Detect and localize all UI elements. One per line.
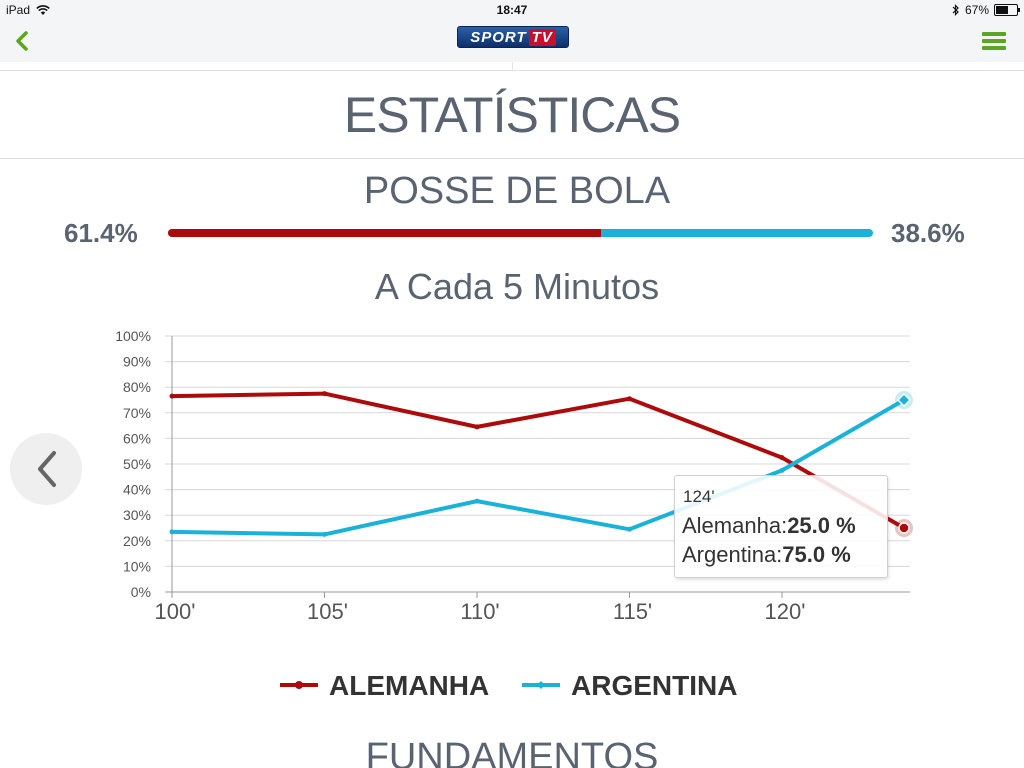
sportv-logo: SPORT TV [457, 26, 569, 48]
x-tick-label: 105' [307, 599, 348, 624]
tooltip-series-name: Alemanha: [682, 513, 788, 538]
data-point-argentina [322, 531, 327, 537]
x-tick-label: 120' [765, 599, 806, 624]
divider [0, 158, 1024, 159]
data-point-alemanha [474, 424, 480, 430]
data-point-alemanha [779, 455, 785, 461]
y-tick-label: 20% [123, 533, 151, 549]
possession-bar-home [168, 229, 601, 237]
next-section-title-text: FUNDAMENTOS [365, 736, 659, 768]
x-tick-label: 115' [613, 599, 652, 624]
battery-percent: 67% [964, 3, 989, 17]
y-tick-label: 60% [123, 430, 151, 446]
possession-title: POSSE DE BOLA [363, 170, 671, 212]
logo-tv-text: TV [528, 28, 556, 46]
tooltip-series-name: Argentina: [682, 542, 783, 567]
next-section-title: FUNDAMENTOS [0, 732, 1024, 768]
legend-marker [537, 681, 545, 689]
y-tick-label: 100% [115, 328, 151, 344]
y-tick-label: 10% [123, 558, 151, 574]
data-point-argentina [779, 467, 785, 473]
series-line-argentina [170, 398, 906, 537]
navigation-bar: SPORT TV [0, 20, 1024, 62]
y-tick-label: 90% [123, 354, 151, 370]
y-tick-label: 70% [123, 405, 151, 421]
logo-sport-text: SPORT [470, 28, 527, 46]
wifi-icon [36, 4, 50, 15]
page-title: ESTATÍSTICAS [343, 87, 681, 143]
chevron-left-icon [38, 451, 56, 487]
away-possession-percent: 38.6% [891, 218, 965, 248]
legend-label-alemanha: ALEMANHA [329, 670, 489, 701]
status-bar: iPad 18:47 67% [0, 0, 1024, 20]
x-tick-label: 110' [460, 599, 499, 624]
x-tick-label: 100' [155, 599, 196, 624]
y-tick-label: 30% [123, 507, 151, 523]
data-point-alemanha [322, 391, 327, 397]
data-point-argentina [169, 529, 175, 535]
y-tick-label: 50% [123, 456, 151, 472]
data-point-argentina [474, 498, 480, 504]
tooltip-x-label: 124' [683, 487, 715, 506]
y-tick-label: 40% [123, 482, 151, 498]
tooltip-row-argentina: Argentina:75.0 % [682, 542, 851, 568]
home-possession-percent: 61.4% [64, 218, 138, 248]
data-point-alemanha [627, 396, 632, 402]
hamburger-menu-icon[interactable] [982, 32, 1006, 50]
previous-arrow-button[interactable] [10, 433, 82, 505]
y-tick-label: 0% [131, 584, 151, 600]
data-point-alemanha [898, 522, 910, 534]
battery-icon [994, 4, 1020, 16]
legend-label-argentina: ARGENTINA [571, 670, 737, 701]
data-point-alemanha [169, 393, 175, 399]
bluetooth-icon [952, 4, 959, 16]
data-point-argentina [896, 392, 912, 408]
data-point-argentina [627, 526, 632, 532]
series-line-alemanha [170, 391, 906, 530]
device-label: iPad [6, 3, 31, 17]
chart-tooltip: 124' Alemanha:25.0 % Argentina:75.0 % [674, 475, 888, 578]
y-tick-label: 80% [123, 379, 151, 395]
divider [0, 70, 1024, 71]
legend-marker [295, 681, 303, 689]
chart-title: A Cada 5 Minutos [374, 266, 660, 307]
status-time: 18:47 [496, 3, 528, 17]
back-chevron-icon[interactable] [12, 30, 34, 52]
tooltip-series-value: 75.0 % [782, 542, 851, 567]
tooltip-row-alemanha: Alemanha:25.0 % [682, 513, 856, 539]
possession-bar [168, 229, 873, 237]
tooltip-series-value: 25.0 % [787, 513, 856, 538]
divider [512, 62, 513, 70]
